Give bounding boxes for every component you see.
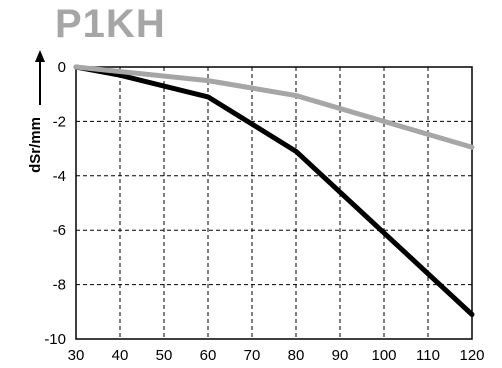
series-lines (73, 64, 475, 318)
series-line-2 (73, 64, 475, 150)
x-tick-label: 50 (156, 347, 173, 364)
y-tick-labels: 0 -2 -4 -6 -8 -10 (44, 59, 66, 348)
grid-lines (75, 66, 473, 340)
series-line-1 (73, 64, 475, 318)
plot-frame (75, 66, 473, 340)
chart-title: P1KH (55, 2, 166, 46)
y-axis-label-group: dSr/mm (27, 50, 45, 173)
y-tick-label: -8 (53, 277, 66, 294)
x-tick-label: 90 (332, 347, 349, 364)
y-tick-label: 0 (58, 59, 66, 76)
x-tick-label: 30 (68, 347, 85, 364)
y-tick-label: -2 (53, 113, 66, 130)
x-tick-label: 120 (459, 347, 484, 364)
y-tick-label: -10 (44, 331, 66, 348)
y-axis-arrow-head (35, 50, 45, 62)
x-tick-label: 70 (244, 347, 261, 364)
y-tick-label: -6 (53, 222, 66, 239)
y-axis-label: dSr/mm (27, 117, 44, 173)
x-tick-label: 80 (288, 347, 305, 364)
x-tick-label: 100 (371, 347, 396, 364)
x-tick-label: 60 (200, 347, 217, 364)
x-tick-label: 110 (416, 347, 440, 364)
x-tick-labels: 30 40 50 60 70 80 90 100 110 120 (68, 347, 485, 364)
y-tick-label: -4 (53, 168, 66, 185)
x-tick-label: 40 (112, 347, 129, 364)
